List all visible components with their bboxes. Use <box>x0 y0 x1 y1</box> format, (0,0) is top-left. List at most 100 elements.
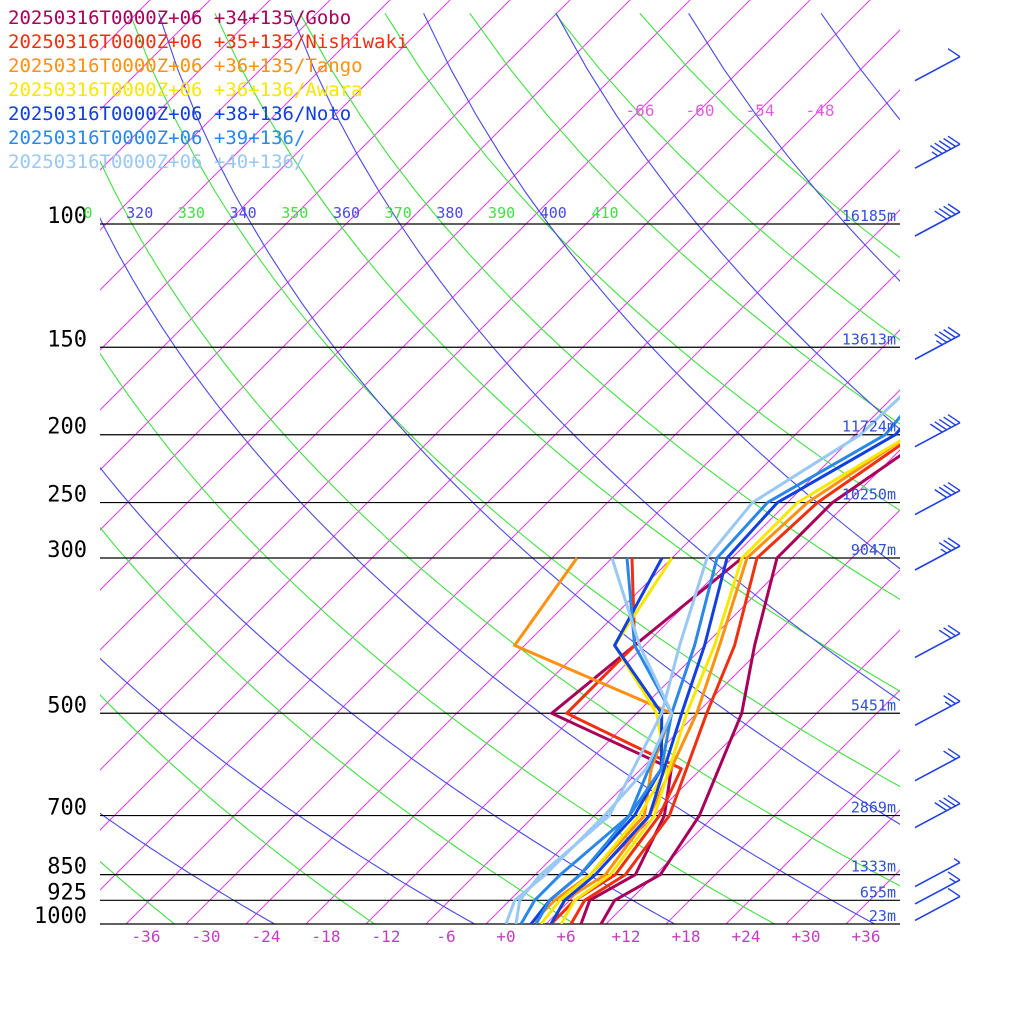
series-temp-line-4 <box>549 427 900 924</box>
dry-adiabat <box>214 13 900 692</box>
isotherm-line <box>725 749 900 924</box>
isotherm-line <box>845 869 900 924</box>
x-tick-label: +0 <box>496 927 515 946</box>
x-tick-label: -6 <box>436 927 455 946</box>
moist-adiabat <box>423 13 900 570</box>
theta-label: 330 <box>178 204 205 222</box>
wind-barb-layer <box>914 48 961 922</box>
theta-label: 320 <box>126 204 153 222</box>
theta-label: 410 <box>591 204 618 222</box>
wind-barb <box>914 135 961 169</box>
isotherm-label: -48 <box>806 101 835 120</box>
wind-barb <box>914 481 961 516</box>
isotherm-line <box>906 0 1024 924</box>
isobar-layer <box>100 223 900 925</box>
pressure-label-200: 200 <box>47 415 87 440</box>
legend-entry: 20250316T0000Z+06 +34+135/Gobo <box>8 7 351 29</box>
pressure-label-925: 925 <box>47 880 87 905</box>
wind-barb <box>914 748 961 782</box>
height-label-150: 13613m <box>842 330 896 348</box>
wind-barb <box>914 326 961 360</box>
isotherm-line <box>785 809 900 924</box>
dry-adiabat <box>299 13 900 601</box>
series-temp-line-1 <box>569 443 900 924</box>
series-layer <box>504 395 900 924</box>
wind-barb <box>914 692 961 726</box>
moist-adiabat <box>555 13 900 431</box>
pressure-label-850: 850 <box>47 855 87 880</box>
pressure-label-300: 300 <box>47 538 87 563</box>
legend-entry: 20250316T0000Z+06 +36+136/Awara <box>8 79 363 101</box>
height-label-1000: 23m <box>869 907 896 925</box>
isotherm-line <box>100 0 511 411</box>
x-tick-label: -12 <box>372 927 401 946</box>
wind-barb <box>914 48 961 82</box>
isotherm-line <box>100 0 211 111</box>
legend-entry: 20250316T0000Z+06 +36+135/Tango <box>8 55 363 77</box>
isotherm-line <box>100 0 391 291</box>
height-label-925: 655m <box>860 883 896 901</box>
wind-barb <box>914 887 961 922</box>
moist-adiabat <box>290 13 900 702</box>
height-label-700: 2869m <box>851 799 896 817</box>
series-temp-line-2 <box>549 439 900 924</box>
wind-barb <box>914 203 961 237</box>
moist-adiabat <box>954 13 1024 924</box>
moist-adiabat <box>100 466 675 924</box>
wind-barb <box>914 871 961 905</box>
x-tick-label: +6 <box>556 927 575 946</box>
wind-barb <box>914 537 961 571</box>
label-layer: 100 16185m 150 13613m 200 11724m 250 10250m 300 9… <box>34 101 896 946</box>
dry-adiabat <box>100 526 575 924</box>
isotherm-line <box>665 689 900 924</box>
moist-adiabat <box>158 13 900 825</box>
x-tick-label: +30 <box>792 927 821 946</box>
pressure-label-250: 250 <box>47 483 87 508</box>
pressure-label-1000: 1000 <box>34 904 87 929</box>
dry-adiabat <box>100 694 375 924</box>
pressure-label-500: 500 <box>47 693 87 718</box>
isotherm-label: -66 <box>626 101 655 120</box>
pressure-label-700: 700 <box>47 796 87 821</box>
isotherm-line <box>100 0 271 171</box>
wind-barb <box>914 624 961 659</box>
series-temp-line-0 <box>599 453 900 924</box>
pressure-label-150: 150 <box>47 327 87 352</box>
height-label-300: 9047m <box>851 541 896 559</box>
moist-adiabat <box>100 657 475 924</box>
height-label-250: 10250m <box>842 486 896 504</box>
legend-entry: 20250316T0000Z+06 +35+135/Nishiwaki <box>8 31 408 53</box>
theta-label: 0 <box>83 204 92 222</box>
x-tick-label: +18 <box>672 927 701 946</box>
series-temp-line-3 <box>559 439 900 924</box>
x-tick-label: +24 <box>732 927 761 946</box>
dry-adiabat <box>384 13 900 512</box>
legend-entry: 20250316T0000Z+06 +40+136/ <box>8 151 305 173</box>
theta-label: 390 <box>488 204 515 222</box>
moist-adiabat <box>100 217 875 924</box>
legend-entry: 20250316T0000Z+06 +38+136/Noto <box>8 103 351 125</box>
series-dew-line-5 <box>519 557 674 924</box>
theta-label: 380 <box>436 204 463 222</box>
x-tick-label: +12 <box>612 927 641 946</box>
x-tick-label: -30 <box>192 927 221 946</box>
pressure-label-100: 100 <box>47 204 87 229</box>
isotherm-line <box>365 389 900 924</box>
height-label-850: 1333m <box>851 858 896 876</box>
wind-barb <box>914 414 961 448</box>
height-label-200: 11724m <box>842 418 896 436</box>
series-temp-line-5 <box>534 414 900 924</box>
dry-adiabat <box>129 13 900 788</box>
height-label-500: 5451m <box>851 696 896 714</box>
dry-adiabat <box>639 12 900 259</box>
x-tick-label: -36 <box>132 927 161 946</box>
theta-label: 350 <box>281 204 308 222</box>
dry-adiabat <box>100 860 175 924</box>
isotherm-line <box>245 269 900 924</box>
theta-label: 400 <box>540 204 567 222</box>
isotherm-line <box>605 629 900 924</box>
moist-adiabat <box>100 812 275 924</box>
height-label-100: 16185m <box>842 207 896 225</box>
isotherm-line <box>100 0 331 231</box>
